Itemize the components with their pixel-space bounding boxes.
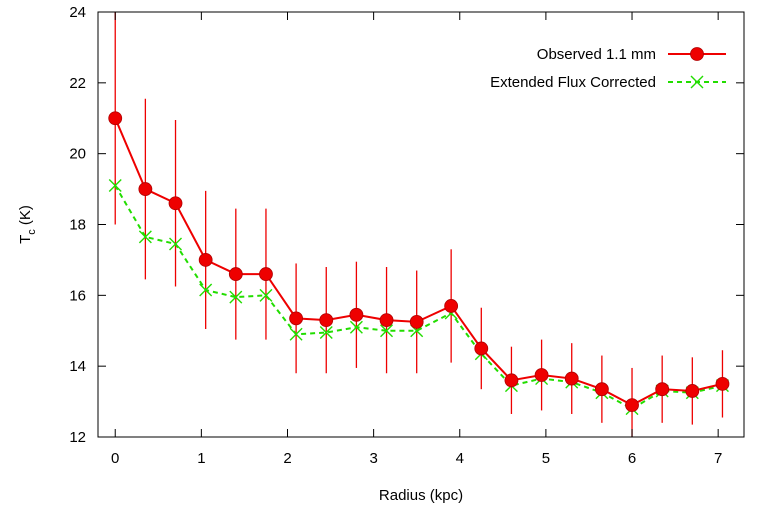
- x-tick-label: 0: [111, 450, 119, 467]
- point-observed: [228, 267, 243, 281]
- legend-marker-observed: [690, 47, 704, 61]
- x-tick-label: 2: [283, 450, 291, 467]
- point-observed: [349, 307, 364, 322]
- point-x-stroke: [229, 290, 243, 304]
- y-axis-title: Tc (K): [17, 205, 38, 244]
- point-observed: [319, 313, 334, 328]
- x-tick-label: 6: [628, 450, 636, 467]
- point-observed: [444, 299, 459, 313]
- point-extended-flux-corrected: [289, 327, 303, 341]
- y-tick-label: 22: [69, 75, 86, 92]
- point-x-stroke: [138, 230, 152, 244]
- point-extended-flux-corrected: [349, 320, 363, 334]
- y-tick-label: 16: [69, 287, 86, 304]
- point-observed: [259, 267, 273, 281]
- point-x-stroke: [319, 326, 333, 340]
- point-x-stroke: [289, 327, 303, 341]
- x-axis-title: Radius (kpc): [379, 487, 463, 504]
- point-x-stroke: [108, 179, 122, 193]
- point-extended-flux-corrected: [229, 290, 243, 304]
- point-observed: [379, 313, 394, 328]
- x-tick-label: 3: [369, 450, 377, 467]
- x-tick-label: 4: [456, 450, 464, 467]
- y-axis-title-sub: c: [26, 229, 38, 235]
- point-observed: [685, 384, 700, 398]
- point-observed: [108, 111, 123, 126]
- point-observed: [594, 382, 609, 397]
- point-observed: [564, 371, 579, 386]
- point-observed: [409, 314, 424, 329]
- x-tick-label: 1: [197, 450, 205, 467]
- y-tick-label: 18: [69, 217, 86, 234]
- point-x-stroke: [349, 320, 363, 334]
- point-x-stroke: [199, 283, 213, 297]
- x-tick-label: 7: [714, 450, 722, 467]
- point-observed: [138, 182, 153, 196]
- point-extended-flux-corrected: [319, 326, 333, 340]
- point-observed: [534, 368, 549, 382]
- y-tick-label: 20: [69, 146, 86, 163]
- point-extended-flux-corrected: [138, 230, 152, 244]
- legend-label-extended-flux-corrected: Extended Flux Corrected: [490, 74, 656, 91]
- point-observed: [504, 373, 519, 388]
- legend: Observed 1.1 mm Extended Flux Corrected: [490, 46, 726, 91]
- point-observed: [168, 196, 183, 211]
- point-observed: [474, 341, 489, 356]
- y-tick-label: 14: [69, 358, 86, 375]
- point-x-stroke: [259, 288, 273, 302]
- y-tick-label: 12: [69, 429, 86, 446]
- point-observed: [715, 376, 730, 391]
- legend-label-observed: Observed 1.1 mm: [537, 46, 656, 63]
- y-axis-title-unit: (K): [17, 205, 34, 229]
- point-observed: [289, 311, 304, 326]
- y-tick-label: 24: [69, 4, 86, 21]
- point-x-stroke: [169, 237, 183, 251]
- x-tick-label: 5: [542, 450, 550, 467]
- series-line-extended-flux-corrected: [114, 185, 723, 410]
- point-observed: [198, 253, 213, 267]
- point-extended-flux-corrected: [108, 179, 122, 193]
- legend-marker-x-stroke: [690, 75, 704, 89]
- point-observed: [655, 382, 670, 397]
- point-extended-flux-corrected: [380, 324, 394, 338]
- y-axis-title-main: T: [17, 235, 34, 244]
- point-extended-flux-corrected: [199, 283, 213, 297]
- point-extended-flux-corrected: [169, 237, 183, 251]
- series-layer: [108, 12, 730, 437]
- point-observed: [625, 398, 639, 413]
- point-extended-flux-corrected: [259, 288, 273, 302]
- point-x-stroke: [380, 324, 394, 338]
